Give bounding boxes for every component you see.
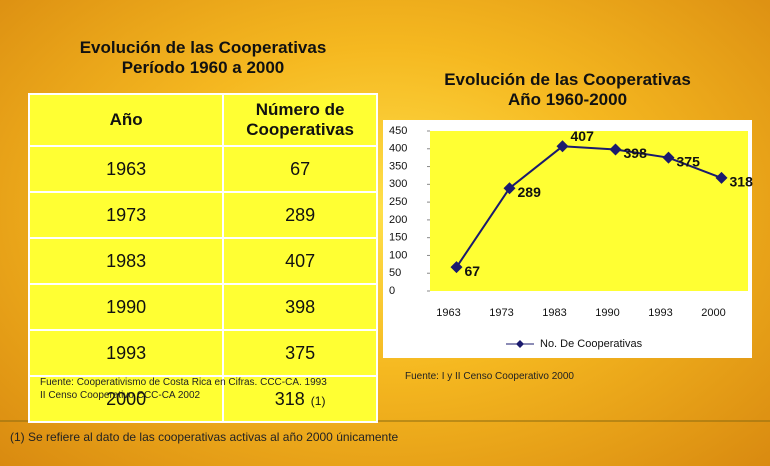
cell: 67 <box>222 145 378 193</box>
chart-source: Fuente: I y II Censo Cooperativo 2000 <box>405 371 574 382</box>
header-cell: Número de Cooperativas <box>222 93 378 147</box>
cell: 1983 <box>27 237 225 285</box>
source-line: II Censo Cooperativo CCC-CA 2002 <box>40 390 201 401</box>
cell-text: 375 <box>285 342 316 363</box>
row: 1990 398 <box>27 283 378 331</box>
marker <box>450 261 463 274</box>
data-label: 289 <box>518 184 542 200</box>
header-row: Año Número de Cooperativas <box>27 93 378 147</box>
row: 1983 407 <box>27 237 378 285</box>
y-tick-label: 0 <box>389 285 395 297</box>
data-label: 318 <box>730 174 754 190</box>
y-tick-label: 250 <box>389 196 407 208</box>
cell: 289 <box>222 191 378 239</box>
header-cell: Año <box>27 93 225 147</box>
y-tick-label: 350 <box>389 160 407 172</box>
x-tick-label: 1963 <box>436 307 460 319</box>
chart-title: Evolución de las Cooperativas Año 1960-2… <box>383 70 752 110</box>
cell: 1973 <box>27 191 225 239</box>
cell-text: 67 <box>290 158 311 179</box>
cell-text: 398 <box>285 296 316 317</box>
y-tick-label: 400 <box>389 143 407 155</box>
cell-text: 289 <box>285 204 316 225</box>
cell: 1990 <box>27 283 225 331</box>
cell: 318 (1) <box>222 375 378 423</box>
x-tick-label: 1983 <box>542 307 566 319</box>
table-title: Evolución de las Cooperativas Período 19… <box>28 38 378 78</box>
x-tick-label: 1993 <box>648 307 672 319</box>
cell-text: 318 <box>274 388 305 409</box>
row: 2000 318 (1) <box>27 375 378 423</box>
marker <box>609 143 622 156</box>
data-label: 375 <box>677 153 701 169</box>
y-tick-label: 200 <box>389 214 407 226</box>
marker <box>503 182 516 195</box>
y-tick-label: 300 <box>389 178 407 190</box>
y-tick-label: 150 <box>389 232 407 244</box>
row: 1963 67 <box>27 145 378 193</box>
marker <box>715 171 728 184</box>
cell: 1963 <box>27 145 225 193</box>
cell: 2000 <box>27 375 225 423</box>
table: Año Número de Cooperativas 1963 67 1973 289… <box>27 93 378 423</box>
title-line: Evolución de las Cooperativas <box>79 38 327 57</box>
y-tick-label: 450 <box>389 125 407 137</box>
cell: 398 <box>222 283 378 331</box>
data-label: 398 <box>624 145 648 161</box>
title-line: Año 1960-2000 <box>507 90 628 109</box>
y-tick-label: 50 <box>389 267 401 279</box>
plot-area <box>430 131 748 291</box>
source-line: Fuente: Cooperativismo de Costa Rica en … <box>40 377 327 388</box>
x-tick-label: 1990 <box>595 307 619 319</box>
title-line: Evolución de las Cooperativas <box>444 70 691 89</box>
row: 1993 375 <box>27 329 378 377</box>
footnote: (1) Se refiere al dato de las cooperativ… <box>10 430 399 444</box>
x-tick-label: 2000 <box>701 307 725 319</box>
data-label: 407 <box>571 128 595 144</box>
marker <box>662 151 675 164</box>
x-tick-label: 1973 <box>489 307 513 319</box>
table-source: Fuente: Cooperativismo de Costa Rica en … <box>40 376 327 402</box>
cell: 407 <box>222 237 378 285</box>
y-tick-label: 100 <box>389 249 407 261</box>
series-line <box>455 145 722 268</box>
cell: 375 <box>222 329 378 377</box>
cell: 1993 <box>27 329 225 377</box>
cell-text: 407 <box>285 250 316 271</box>
cell-note: (1) <box>310 393 326 408</box>
title-line: Período 1960 a 2000 <box>121 58 285 77</box>
legend-label: No. De Cooperativas <box>540 338 643 350</box>
data-label: 67 <box>465 263 481 279</box>
marker <box>556 140 569 153</box>
row: 1973 289 <box>27 191 378 239</box>
